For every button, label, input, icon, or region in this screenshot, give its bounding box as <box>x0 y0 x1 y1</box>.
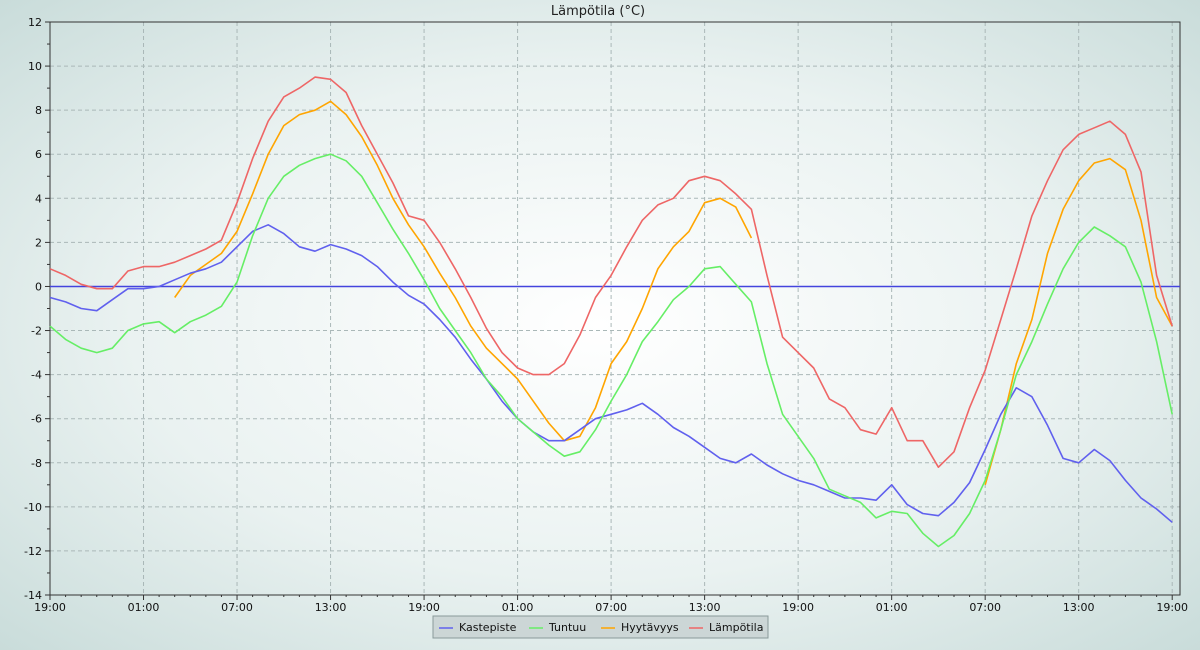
axes: -14 -12 -10 -8 -6 -4 -2 0 2 4 6 8 10 12 19:00 01:00 07:0… <box>24 16 1188 614</box>
legend-label: Hyytävyys <box>621 621 679 634</box>
x-tick-label: 07:00 <box>595 601 627 614</box>
plot-area <box>50 22 1180 595</box>
y-tick-label: 8 <box>35 104 42 117</box>
y-tick-label: 6 <box>35 148 42 161</box>
y-tick-label: 10 <box>28 60 42 73</box>
chart-title: Lämpötila (°C) <box>551 4 645 19</box>
plot-border <box>49 21 1181 596</box>
series-line-kastepiste <box>49 224 1173 523</box>
x-tick-label: 13:00 <box>689 601 721 614</box>
x-tick-label: 01:00 <box>502 601 534 614</box>
y-tick-label: -2 <box>31 325 42 338</box>
y-tick-label: 4 <box>35 192 42 205</box>
series-line-lämpötila <box>49 76 1173 468</box>
series-line-hyytävyys <box>984 157 1173 486</box>
y-tick-label: 12 <box>28 16 42 29</box>
x-tick-label: 13:00 <box>1063 601 1095 614</box>
y-tick-label: -14 <box>24 589 42 602</box>
x-tick-label: 19:00 <box>1156 601 1188 614</box>
legend-box <box>432 615 769 639</box>
legend-label: Lämpötila <box>709 621 763 634</box>
x-tick-label: 13:00 <box>315 601 347 614</box>
x-tick-label: 07:00 <box>969 601 1001 614</box>
grid-lines <box>50 22 1180 595</box>
y-tick-label: 0 <box>35 280 42 293</box>
x-tick-label: 19:00 <box>408 601 440 614</box>
series-line-hyytävyys <box>174 100 753 442</box>
y-tick-label: 2 <box>35 236 42 249</box>
legend-label: Tuntuu <box>548 621 586 634</box>
legend: Kastepiste Tuntuu Hyytävyys Lämpötila <box>432 615 769 639</box>
y-tick-label: -4 <box>31 369 42 382</box>
x-tick-label: 01:00 <box>876 601 908 614</box>
series-lines <box>49 76 1173 548</box>
legend-label: Kastepiste <box>459 621 517 634</box>
y-tick-label: -10 <box>24 501 42 514</box>
y-tick-label: -12 <box>24 545 42 558</box>
x-tick-label: 07:00 <box>221 601 253 614</box>
x-tick-label: 19:00 <box>782 601 814 614</box>
x-tick-label: 19:00 <box>34 601 66 614</box>
y-tick-label: -8 <box>31 457 42 470</box>
x-tick-label: 01:00 <box>128 601 160 614</box>
series-line-tuntuu <box>49 153 1173 548</box>
y-tick-label: -6 <box>31 413 42 426</box>
